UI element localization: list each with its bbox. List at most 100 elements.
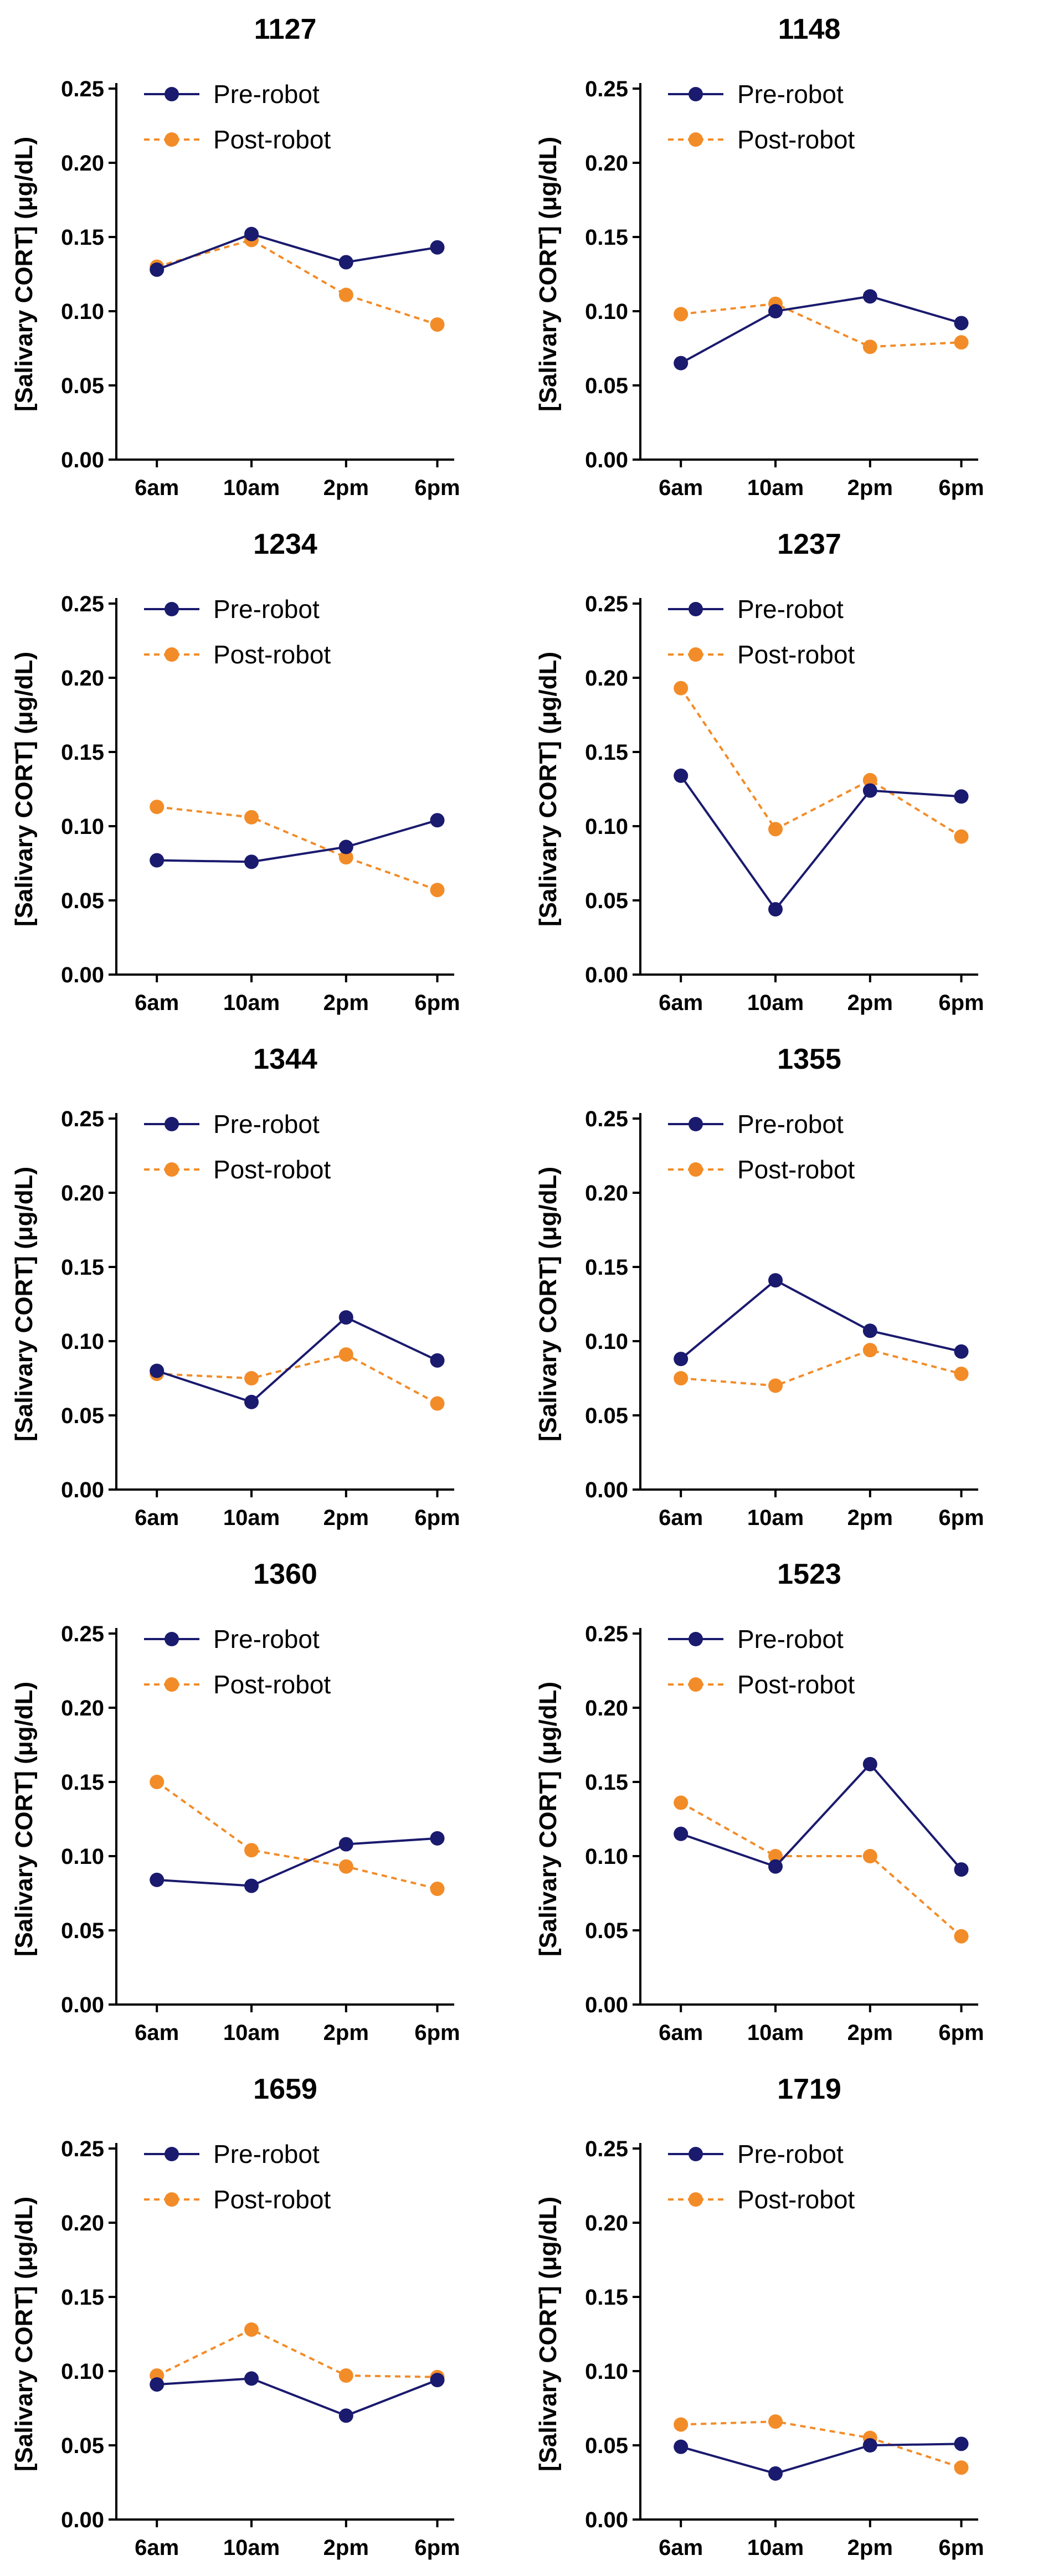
chart-panel: 1237 [Salivary CORT] (μg/dL) 0.00 0.05 0.10 0… — [535, 528, 984, 1015]
y-tick-label: 0.10 — [61, 1330, 104, 1354]
data-point-pre-robot — [674, 356, 689, 370]
y-tick-label: 0.05 — [585, 1404, 628, 1428]
data-point-pre-robot — [862, 1756, 877, 1771]
legend-marker-post-robot — [689, 2192, 703, 2207]
y-tick-label: 0.20 — [585, 1696, 628, 1720]
y-tick-label: 0.10 — [585, 1845, 628, 1869]
data-point-post-robot — [768, 1849, 783, 1863]
data-point-pre-robot — [768, 1859, 783, 1874]
legend-label-post-robot: Post-robot — [213, 640, 331, 669]
legend-marker-post-robot — [689, 132, 703, 147]
series-line-pre-robot — [156, 233, 438, 271]
series-line-pre-robot — [157, 819, 438, 863]
data-point-post-robot — [768, 822, 783, 837]
data-point-post-robot — [430, 883, 445, 898]
legend-label-pre-robot: Pre-robot — [737, 80, 844, 109]
data-point-pre-robot — [674, 1826, 689, 1841]
x-tick-label: 10am — [747, 2536, 804, 2560]
series-line-post-robot — [680, 687, 962, 838]
data-point-pre-robot — [244, 854, 259, 869]
chart-title: 1234 — [253, 528, 317, 560]
chart-title: 1237 — [777, 528, 841, 560]
data-point-post-robot — [954, 829, 969, 844]
y-tick-label: 0.05 — [61, 374, 104, 398]
y-tick-label: 0.15 — [61, 740, 104, 765]
y-tick-label: 0.15 — [585, 2285, 628, 2310]
y-tick-label: 0.20 — [61, 666, 104, 691]
x-tick-label: 2pm — [847, 476, 893, 500]
chart-title: 1344 — [253, 1043, 317, 1075]
y-tick-label: 0.00 — [585, 2508, 628, 2532]
legend-marker-post-robot — [165, 1162, 179, 1177]
x-tick-label: 6pm — [938, 2021, 984, 2045]
legend-marker-pre-robot — [689, 602, 703, 616]
series-line-post-robot — [681, 2420, 962, 2469]
x-tick-label: 2pm — [847, 1506, 893, 1530]
x-tick-label: 10am — [747, 1506, 804, 1530]
y-tick-label: 0.25 — [585, 1107, 628, 1131]
data-point-pre-robot — [244, 226, 259, 241]
series-line-pre-robot — [680, 2443, 962, 2475]
legend-label-pre-robot: Pre-robot — [213, 2140, 320, 2168]
legend-label-pre-robot: Pre-robot — [737, 1110, 844, 1138]
y-tick-label: 0.05 — [61, 889, 104, 913]
legend-marker-post-robot — [165, 132, 179, 147]
x-tick-label: 10am — [747, 476, 804, 500]
x-tick-label: 6pm — [414, 1506, 460, 1530]
legend-marker-pre-robot — [165, 1632, 179, 1646]
series-line-pre-robot — [680, 1762, 963, 1871]
legend-marker-pre-robot — [165, 2147, 179, 2161]
legend-marker-post-robot — [689, 1162, 703, 1177]
y-tick-label: 0.20 — [61, 2211, 104, 2235]
x-tick-label: 6pm — [938, 476, 984, 500]
x-tick-label: 2pm — [847, 991, 893, 1015]
data-point-pre-robot — [338, 839, 353, 854]
y-tick-label: 0.10 — [61, 300, 104, 324]
x-tick-label: 2pm — [323, 991, 369, 1015]
legend-label-post-robot: Post-robot — [737, 640, 855, 669]
legend-marker-pre-robot — [689, 2147, 703, 2161]
y-tick-label: 0.25 — [585, 2137, 628, 2161]
chart-panel: 1344 [Salivary CORT] (μg/dL) 0.00 0.05 0.10 0… — [11, 1043, 460, 1530]
legend-marker-pre-robot — [165, 1117, 179, 1131]
y-tick-label: 0.05 — [61, 2434, 104, 2458]
data-point-post-robot — [244, 2322, 259, 2337]
y-tick-label: 0.20 — [61, 151, 104, 176]
y-tick-label: 0.20 — [585, 1181, 628, 1205]
x-tick-label: 6pm — [414, 2536, 460, 2560]
legend-marker-post-robot — [689, 647, 703, 662]
y-tick-label: 0.20 — [585, 666, 628, 691]
x-tick-label: 10am — [747, 991, 804, 1015]
chart-title: 1659 — [253, 2073, 317, 2105]
y-tick-label: 0.10 — [61, 815, 104, 839]
data-point-post-robot — [430, 317, 445, 332]
y-tick-label: 0.10 — [61, 2359, 104, 2384]
chart-panel: 1523 [Salivary CORT] (μg/dL) 0.00 0.05 0.10 0… — [535, 1558, 984, 2045]
data-point-post-robot — [954, 1929, 969, 1944]
data-point-pre-robot — [768, 304, 783, 318]
data-point-pre-robot — [954, 1344, 969, 1359]
y-tick-label: 0.00 — [61, 963, 104, 987]
y-axis-label: [Salivary CORT] (μg/dL) — [11, 652, 38, 926]
y-axis-label: [Salivary CORT] (μg/dL) — [535, 652, 562, 926]
x-tick-label: 6am — [135, 1506, 179, 1530]
data-point-post-robot — [338, 1347, 353, 1362]
data-point-pre-robot — [954, 789, 969, 804]
series-line-pre-robot — [680, 295, 962, 364]
data-point-pre-robot — [954, 2436, 969, 2451]
y-tick-label: 0.10 — [585, 815, 628, 839]
legend-label-pre-robot: Pre-robot — [213, 80, 320, 109]
legend-label-pre-robot: Pre-robot — [737, 2140, 844, 2168]
data-point-pre-robot — [150, 853, 165, 868]
y-tick-label: 0.15 — [585, 1770, 628, 1795]
y-tick-label: 0.05 — [585, 374, 628, 398]
x-tick-label: 2pm — [323, 1506, 369, 1530]
chart-title: 1523 — [777, 1558, 841, 1590]
y-tick-label: 0.10 — [585, 300, 628, 324]
y-tick-label: 0.15 — [61, 1255, 104, 1280]
y-tick-label: 0.25 — [61, 1107, 104, 1131]
data-point-post-robot — [674, 2417, 689, 2432]
data-point-post-robot — [150, 800, 165, 815]
x-tick-label: 10am — [223, 2536, 280, 2560]
